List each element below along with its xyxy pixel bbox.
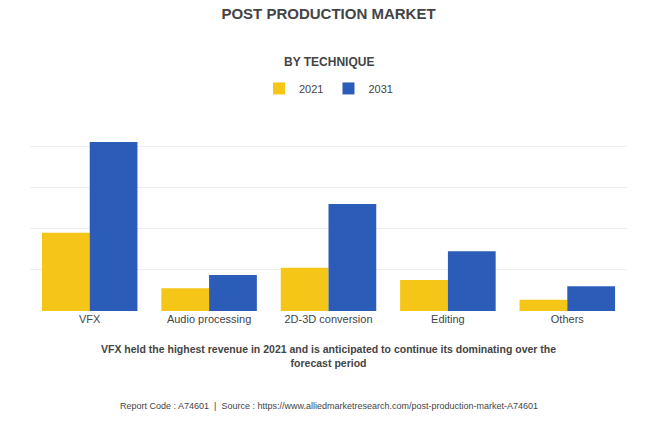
svg-text:BY TECHNIQUE: BY TECHNIQUE <box>284 55 374 69</box>
svg-text:VFX: VFX <box>79 313 101 325</box>
svg-text:Report Code : A74601 | Sourc: Report Code : A74601 | Source : https://… <box>120 401 538 411</box>
svg-text:Audio processing: Audio processing <box>167 313 251 325</box>
svg-text:2031: 2031 <box>368 83 392 95</box>
svg-text:2D-3D conversion: 2D-3D conversion <box>284 313 372 325</box>
svg-text:VFX held the highest revenue i: VFX held the highest revenue in 2021 and… <box>101 343 556 369</box>
svg-text:2021: 2021 <box>299 83 323 95</box>
svg-text:Others: Others <box>551 313 585 325</box>
svg-text:POST PRODUCTION MARKET: POST PRODUCTION MARKET <box>221 5 435 22</box>
svg-text:Editing: Editing <box>431 313 465 325</box>
